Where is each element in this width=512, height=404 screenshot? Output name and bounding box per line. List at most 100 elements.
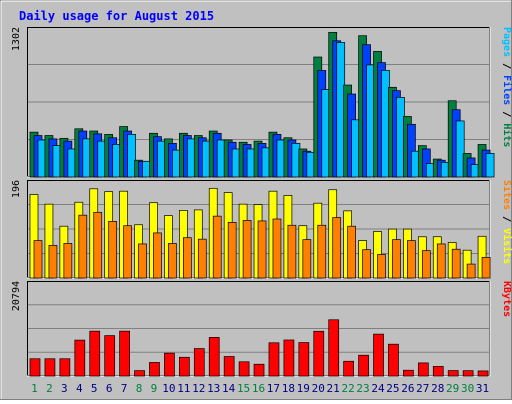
bar-kbytes-day-16 (253, 363, 265, 377)
x-tick-label: 18 (282, 382, 295, 395)
bar-sites-day-5 (93, 211, 103, 279)
bar-sites-day-22 (347, 225, 356, 279)
x-tick-label: 29 (446, 382, 459, 395)
bar-kbytes-day-20 (313, 330, 325, 377)
legend-entry: Hits (501, 123, 512, 147)
x-tick-label: 9 (151, 382, 158, 395)
bar-sites-day-19 (302, 239, 312, 279)
x-tick-label: 28 (431, 382, 444, 395)
bar-kbytes-day-1 (29, 358, 41, 377)
legend-entry: / (501, 105, 512, 123)
panel-series-label: KBytes (501, 281, 512, 317)
chart-title: Daily usage for August 2015 (19, 9, 214, 23)
bar-sites-day-1 (33, 240, 43, 279)
bar-pages-day-31 (485, 153, 495, 178)
x-tick-label: 8 (136, 382, 143, 395)
x-tick-label: 3 (61, 382, 68, 395)
bar-kbytes-day-28 (432, 366, 444, 377)
bar-sites-day-24 (377, 254, 386, 279)
x-tick-label: 4 (76, 382, 83, 395)
x-tick-label: 17 (267, 382, 280, 395)
x-tick-label: 25 (386, 382, 399, 395)
bar-sites-day-31 (481, 257, 491, 279)
bar-sites-day-14 (227, 222, 237, 279)
bar-kbytes-day-23 (358, 354, 369, 377)
bar-kbytes-day-15 (238, 361, 250, 377)
bar-kbytes-day-2 (44, 358, 56, 377)
bar-kbytes-day-4 (74, 339, 86, 377)
x-tick-label: 2 (46, 382, 53, 395)
bar-sites-day-25 (392, 239, 401, 279)
panel-series-label: Pages / Files / Hits (501, 27, 512, 147)
bar-kbytes-day-18 (283, 339, 295, 377)
bar-kbytes-day-3 (59, 358, 71, 377)
bar-sites-day-27 (421, 250, 431, 279)
panel-max-label: 1302 (11, 27, 22, 51)
x-tick-label: 11 (177, 382, 190, 395)
legend-entry: Files (501, 75, 512, 105)
bar-kbytes-day-13 (208, 337, 220, 377)
bar-sites-day-12 (197, 238, 207, 279)
legend-entry: / (501, 57, 512, 75)
x-tick-label: 22 (341, 382, 354, 395)
bar-sites-day-8 (138, 243, 147, 279)
bar-sites-day-21 (332, 217, 342, 279)
bar-sites-day-30 (466, 263, 476, 279)
bar-sites-day-20 (317, 224, 327, 279)
bar-kbytes-day-26 (403, 369, 414, 377)
x-tick-label: 27 (416, 382, 429, 395)
x-tick-label: 14 (222, 382, 236, 395)
x-tick-label: 19 (297, 382, 310, 395)
bar-sites-day-17 (272, 218, 282, 279)
panel-3: 20794 KBytes (11, 281, 512, 377)
x-tick-label: 7 (121, 382, 128, 395)
bar-kbytes-day-29 (447, 370, 459, 377)
bar-kbytes-day-24 (373, 333, 384, 377)
bar-kbytes-day-30 (462, 370, 474, 377)
bar-sites-day-4 (78, 214, 88, 279)
bar-sites-day-11 (183, 237, 192, 279)
legend-entry: / (501, 210, 512, 228)
bar-kbytes-day-31 (477, 370, 489, 377)
bar-kbytes-day-17 (268, 342, 280, 377)
bar-sites-day-18 (287, 224, 297, 279)
legend-entry: Pages (501, 27, 512, 57)
bar-kbytes-day-10 (164, 352, 175, 377)
x-tick-label: 26 (401, 382, 414, 395)
bar-pages-day-7 (127, 134, 136, 178)
x-tick-label: 20 (312, 382, 325, 395)
legend-entry: Visits (501, 228, 512, 264)
bar-sites-day-26 (407, 240, 416, 279)
bar-kbytes-day-8 (134, 370, 145, 377)
bar-sites-day-15 (242, 220, 252, 279)
x-tick-label: 15 (237, 382, 250, 395)
bar-kbytes-day-19 (298, 342, 310, 377)
bar-sites-day-7 (123, 225, 132, 279)
bar-sites-day-23 (362, 249, 371, 279)
x-tick-label: 24 (371, 382, 385, 395)
x-tick-label: 5 (91, 382, 98, 395)
x-tick-label: 13 (207, 382, 220, 395)
bar-kbytes-day-27 (417, 362, 429, 377)
bar-sites-day-29 (451, 248, 461, 279)
x-tick-label: 23 (356, 382, 369, 395)
bar-kbytes-day-25 (388, 343, 399, 377)
bar-sites-day-10 (168, 243, 177, 279)
bar-kbytes-day-22 (343, 360, 354, 377)
bar-sites-day-28 (436, 243, 446, 279)
legend-entry: KBytes (501, 281, 512, 317)
bar-pages-day-29 (455, 120, 465, 178)
x-tick-label: 21 (327, 382, 340, 395)
panel-max-label: 20794 (11, 281, 22, 311)
panel-2: 196 Sites / Visits (11, 180, 512, 279)
bar-kbytes-day-7 (119, 330, 130, 377)
x-tick-label: 10 (162, 382, 175, 395)
bar-sites-day-13 (212, 215, 222, 279)
bar-kbytes-day-12 (193, 348, 205, 377)
bar-sites-day-3 (63, 243, 73, 279)
bar-kbytes-day-14 (223, 356, 235, 377)
bar-kbytes-day-9 (149, 362, 160, 377)
bar-kbytes-day-6 (104, 335, 116, 377)
